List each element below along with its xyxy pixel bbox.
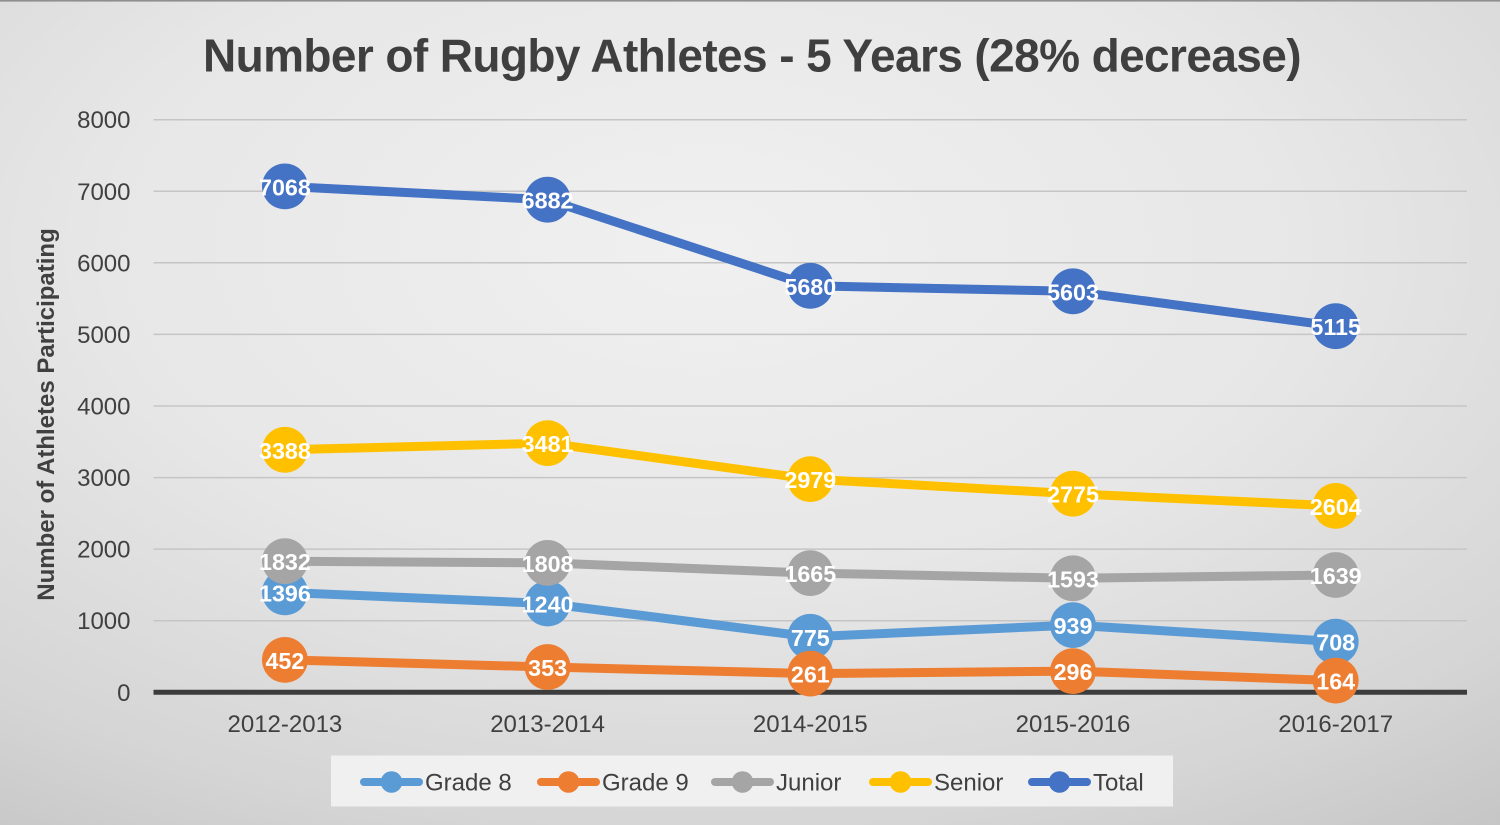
svg-text:2015-2016: 2015-2016	[1016, 711, 1131, 738]
svg-text:296: 296	[1054, 659, 1093, 685]
svg-text:Number of Athletes Participati: Number of Athletes Participating	[33, 228, 60, 601]
svg-text:4000: 4000	[77, 394, 130, 421]
svg-text:5000: 5000	[77, 322, 130, 349]
svg-text:261: 261	[791, 662, 830, 688]
svg-text:775: 775	[791, 625, 830, 651]
svg-text:Total: Total	[1093, 770, 1144, 797]
svg-text:Grade 9: Grade 9	[602, 770, 689, 797]
svg-text:2013-2014: 2013-2014	[490, 711, 605, 738]
svg-text:2775: 2775	[1047, 482, 1099, 508]
svg-text:7000: 7000	[77, 179, 130, 206]
svg-text:939: 939	[1054, 613, 1093, 639]
svg-text:1000: 1000	[77, 608, 130, 635]
svg-text:1396: 1396	[259, 580, 311, 606]
svg-text:1665: 1665	[784, 561, 836, 587]
svg-text:Junior: Junior	[776, 770, 841, 797]
svg-text:1240: 1240	[522, 592, 574, 618]
svg-text:6882: 6882	[522, 188, 574, 214]
svg-text:5115: 5115	[1310, 314, 1361, 340]
svg-text:452: 452	[265, 648, 304, 674]
svg-text:2014-2015: 2014-2015	[753, 711, 868, 738]
svg-text:Number of Rugby Athletes - 5 Y: Number of Rugby Athletes - 5 Years (28% …	[203, 30, 1301, 82]
svg-text:2979: 2979	[784, 467, 836, 493]
svg-text:6000: 6000	[77, 250, 130, 277]
svg-text:7068: 7068	[259, 174, 311, 200]
svg-text:2016-2017: 2016-2017	[1278, 711, 1393, 738]
svg-text:3481: 3481	[522, 431, 574, 457]
svg-text:Senior: Senior	[934, 770, 1003, 797]
svg-text:1808: 1808	[522, 551, 574, 577]
svg-text:2012-2013: 2012-2013	[228, 711, 343, 738]
svg-text:1639: 1639	[1310, 563, 1362, 589]
svg-text:2604: 2604	[1310, 494, 1362, 520]
svg-text:0: 0	[117, 680, 130, 707]
svg-text:Grade 8: Grade 8	[425, 770, 512, 797]
svg-text:1593: 1593	[1047, 566, 1099, 592]
svg-text:3388: 3388	[259, 438, 311, 464]
svg-text:5603: 5603	[1047, 279, 1099, 305]
svg-text:164: 164	[1316, 669, 1355, 695]
svg-text:353: 353	[528, 655, 567, 681]
svg-text:8000: 8000	[77, 107, 130, 134]
svg-text:3000: 3000	[77, 465, 130, 492]
svg-text:1832: 1832	[259, 549, 311, 575]
svg-text:708: 708	[1316, 630, 1355, 656]
svg-text:5680: 5680	[784, 274, 836, 300]
svg-text:2000: 2000	[77, 537, 130, 564]
